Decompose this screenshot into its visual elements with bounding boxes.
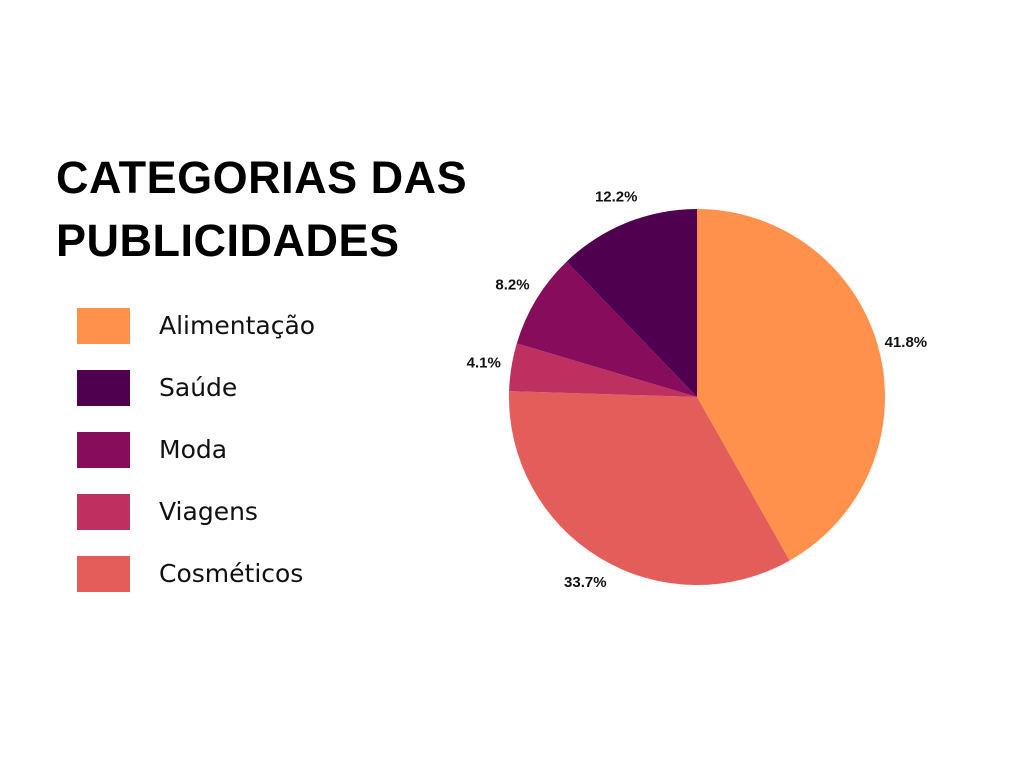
legend-item-alimentacao: Alimentação: [77, 308, 377, 344]
pie-slice-1: [509, 391, 790, 585]
pie-slice-0: [697, 209, 885, 561]
legend-label: Cosméticos: [159, 559, 304, 588]
pie-data-label: 8.2%: [495, 277, 529, 294]
pie-slice-2: [509, 343, 697, 397]
pie-data-label: 4.1%: [467, 355, 501, 372]
legend-label: Saúde: [159, 373, 238, 402]
legend-item-cosmeticos: Cosméticos: [77, 556, 377, 592]
legend-item-viagens: Viagens: [77, 494, 377, 530]
pie-slice-3: [516, 261, 697, 397]
pie-data-label: 33.7%: [564, 574, 607, 591]
legend-swatch: [77, 556, 130, 592]
legend-label: Viagens: [159, 497, 258, 526]
legend-item-saude: Saúde: [77, 370, 377, 406]
pie-slice-4: [566, 209, 697, 397]
legend-swatch: [77, 308, 130, 344]
legend-swatch: [77, 432, 130, 468]
pie-data-label: 12.2%: [595, 189, 638, 206]
legend-item-moda: Moda: [77, 432, 377, 468]
legend-swatch: [77, 494, 130, 530]
legend-label: Moda: [159, 435, 228, 464]
chart-title-line-1: CATEGORIAS DAS: [56, 152, 468, 203]
legend-swatch: [77, 370, 130, 406]
legend-label: Alimentação: [159, 311, 316, 340]
chart-title: CATEGORIAS DAS PUBLICIDADES: [56, 146, 467, 272]
pie-data-label: 41.8%: [885, 334, 928, 351]
chart-title-line-2: PUBLICIDADES: [56, 215, 400, 266]
